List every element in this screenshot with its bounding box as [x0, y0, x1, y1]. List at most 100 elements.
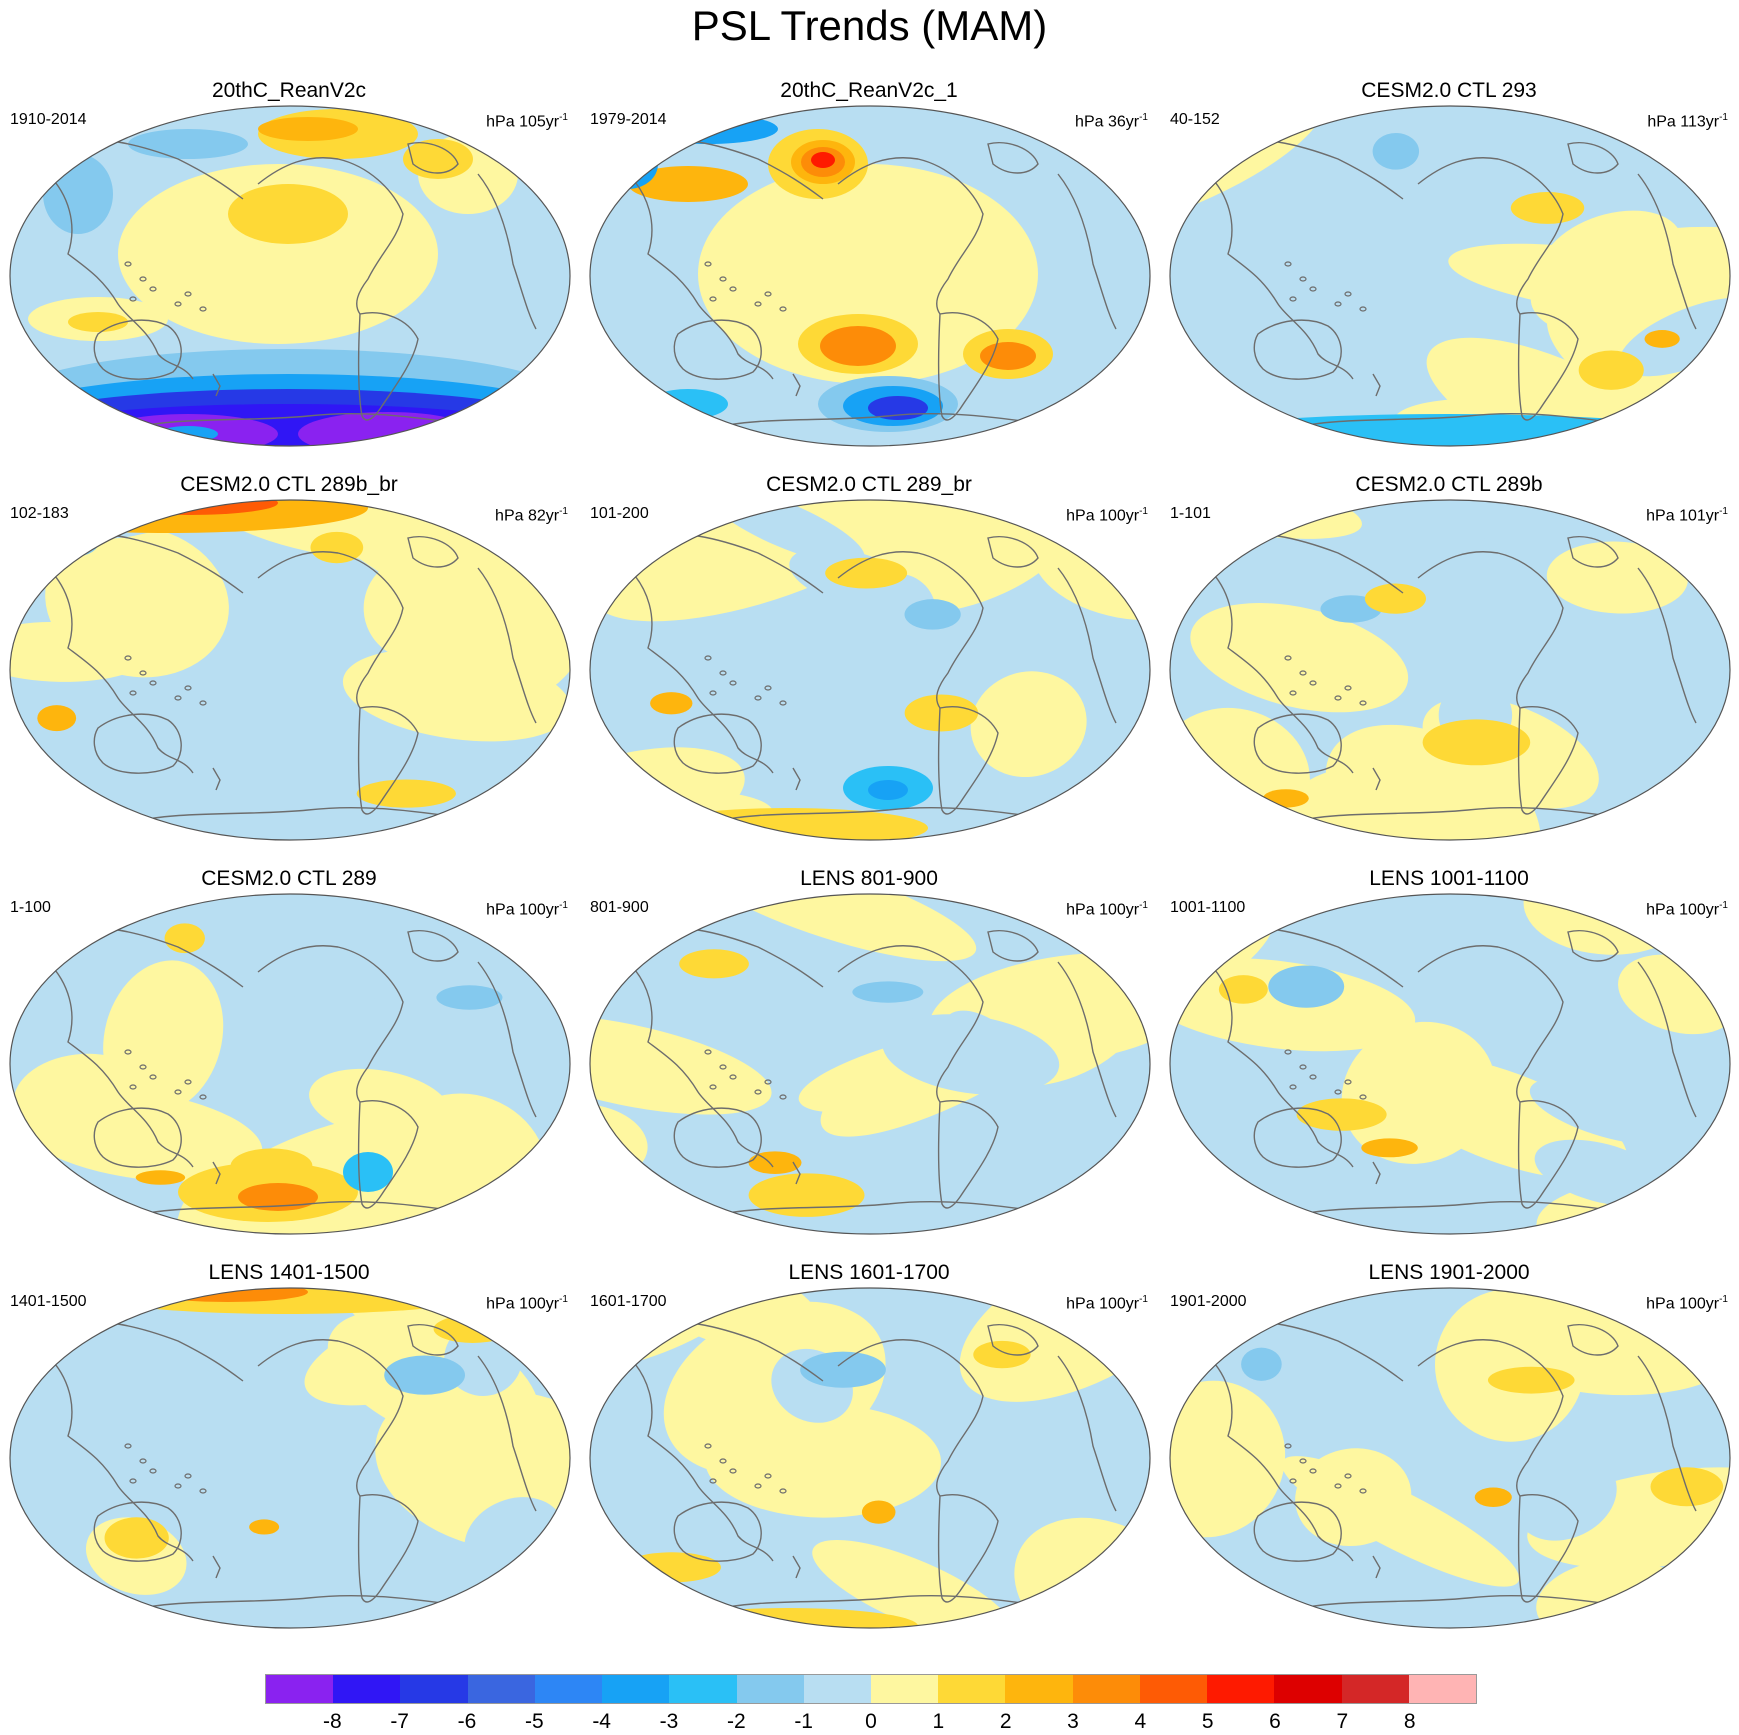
- map-border: [589, 1287, 1151, 1629]
- colorbar-tick-label: 0: [865, 1710, 877, 1733]
- contour-blob: [1296, 1098, 1387, 1131]
- panel-title: CESM2.0 CTL 289_br: [766, 473, 972, 496]
- coastline-north-america: [837, 1339, 984, 1497]
- island-outline: [199, 1488, 207, 1494]
- island-outline: [764, 291, 772, 297]
- map-border: [1169, 893, 1731, 1235]
- coastline-africa: [477, 961, 537, 1118]
- island-outline: [199, 700, 207, 706]
- coastline-south-america: [938, 706, 999, 815]
- island-outline: [149, 1468, 157, 1474]
- contour-blob: [800, 1351, 886, 1388]
- contour-blob: [970, 671, 1087, 778]
- island-outline: [704, 1443, 712, 1449]
- colorbar-box: [938, 1675, 1006, 1703]
- colorbar-tick-label: -2: [726, 1710, 746, 1733]
- panel-units: hPa 36yr-1: [1075, 108, 1148, 132]
- coastline-north-america: [257, 1339, 404, 1497]
- colorbar-tick-label: -8: [322, 1710, 342, 1733]
- coastline-antarctica: [707, 412, 1059, 430]
- coastline-north-america: [837, 157, 984, 315]
- contour-blob: [1474, 1487, 1512, 1508]
- island-outline: [779, 1094, 787, 1100]
- robinson-map: [589, 499, 1151, 841]
- island-outline: [704, 261, 712, 267]
- island-outline: [1284, 1049, 1292, 1055]
- coastline-south-america: [1518, 1494, 1579, 1603]
- panel-title: LENS 1401-1500: [208, 1261, 370, 1284]
- robinson-map: [589, 105, 1151, 447]
- colorbar-box: [534, 1675, 603, 1703]
- contour-blob: [1487, 1366, 1575, 1394]
- contour-blob: [628, 166, 748, 202]
- island-outline: [129, 690, 137, 696]
- coastline-australia: [93, 319, 182, 380]
- contour-blob: [1190, 602, 1409, 713]
- units-text: hPa 105yr: [486, 113, 560, 131]
- contour-blob: [598, 139, 658, 189]
- island-outline: [129, 1478, 137, 1484]
- panel-title: CESM2.0 CTL 289b: [1355, 473, 1543, 496]
- island-outline: [139, 1458, 147, 1464]
- island-outline: [184, 685, 192, 691]
- contour-blob: [590, 1558, 625, 1609]
- island-outline: [1289, 690, 1297, 696]
- panel-units: hPa 100yr-1: [1646, 896, 1728, 920]
- coastline-south-america: [358, 1494, 419, 1603]
- island-outline: [1309, 286, 1317, 292]
- robinson-map: [1169, 1287, 1731, 1629]
- colorbar-tick-label: -7: [390, 1710, 409, 1733]
- coastline-greenland: [1567, 930, 1619, 962]
- colorbar-tick-label: 8: [1403, 1710, 1416, 1733]
- panel-units: hPa 113yr-1: [1647, 108, 1728, 132]
- coastline-africa: [1637, 1355, 1697, 1512]
- island-outline: [1289, 1478, 1297, 1484]
- contour-blob: [10, 404, 570, 446]
- map-panel: LENS 1601-1700 1601-1700 hPa 100yr-1: [580, 1260, 1158, 1655]
- robinson-map: [9, 105, 571, 447]
- coastline-africa: [1057, 961, 1117, 1118]
- colorbar-box: [803, 1675, 871, 1703]
- units-text: hPa 100yr: [1646, 901, 1720, 919]
- island-outline: [719, 276, 727, 282]
- panel-title: CESM2.0 CTL 293: [1361, 79, 1537, 102]
- coastline-africa: [1637, 961, 1697, 1118]
- colorbar-tick-label: 2: [999, 1710, 1012, 1733]
- contour-blob: [384, 1355, 466, 1395]
- contour-blob: [1038, 1470, 1150, 1519]
- panel-title: LENS 1601-1700: [788, 1261, 950, 1284]
- coastline-africa: [1637, 567, 1697, 724]
- robinson-map: [9, 1287, 571, 1629]
- contour-blob: [1170, 414, 1728, 446]
- island-outline: [729, 286, 737, 292]
- colorbar-box: [266, 1675, 334, 1703]
- island-outline: [1334, 301, 1342, 307]
- coastline-australia: [1253, 319, 1342, 380]
- units-text: hPa 113yr: [1647, 113, 1720, 131]
- contour-blob: [258, 117, 358, 141]
- island-outline: [184, 1079, 192, 1085]
- colorbar-tick-label: -4: [592, 1710, 611, 1733]
- contour-blob: [1546, 541, 1688, 614]
- colorbar: [265, 1674, 1477, 1704]
- contour-blob: [37, 705, 77, 732]
- island-outline: [124, 655, 132, 661]
- units-text: hPa 100yr: [1066, 901, 1140, 919]
- colorbar-tick-label: -3: [659, 1710, 679, 1733]
- coastline-asia: [47, 173, 194, 380]
- colorbar-tick-label: -6: [457, 1710, 477, 1733]
- island-outline: [149, 680, 157, 686]
- island-outline: [1359, 306, 1367, 312]
- coastline-new-zealand: [212, 1555, 221, 1579]
- contour-blob: [1435, 1289, 1585, 1442]
- island-outline: [719, 1458, 727, 1464]
- island-outline: [704, 655, 712, 661]
- units-exponent: -1: [559, 900, 568, 911]
- contour-blob: [825, 557, 908, 589]
- island-outline: [764, 685, 772, 691]
- contour-blob: [648, 389, 728, 419]
- contour-blob: [238, 1183, 318, 1211]
- panel-period: 102-183: [10, 505, 69, 522]
- island-outline: [719, 670, 727, 676]
- contour-blob: [698, 164, 1038, 384]
